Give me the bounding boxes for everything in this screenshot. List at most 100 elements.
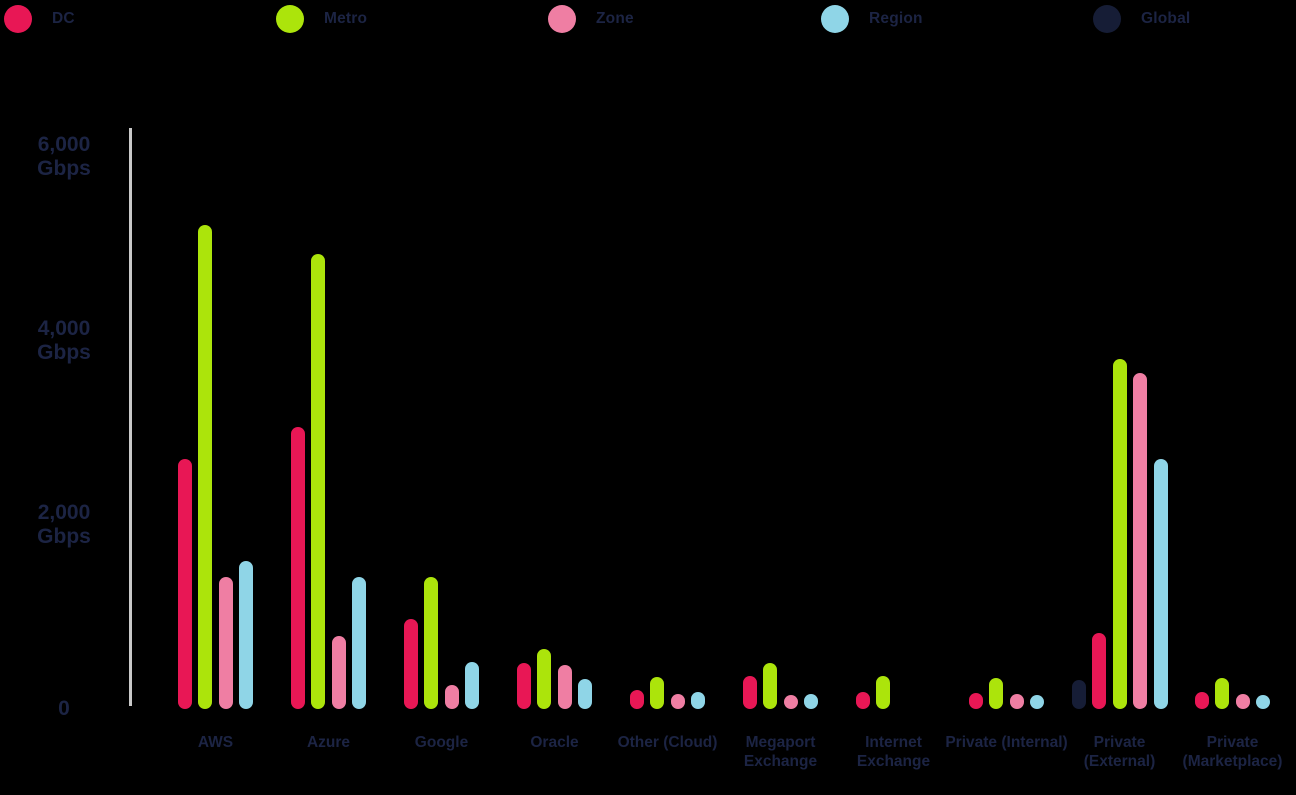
- bar-azure-region[interactable]: [352, 577, 367, 709]
- x-axis-label-internet-exchange: Internet Exchange: [857, 733, 930, 771]
- bar-group-bars: [385, 577, 498, 709]
- x-axis-label-aws: AWS: [198, 733, 233, 752]
- legend-dot-zone: [548, 5, 576, 33]
- bar-group-bars: [159, 225, 272, 709]
- bar-private-internal-metro[interactable]: [989, 678, 1004, 709]
- bar-oracle-metro[interactable]: [537, 649, 552, 709]
- legend-dot-dc: [4, 5, 32, 33]
- bar-other-cloud-metro[interactable]: [650, 676, 665, 709]
- x-axis-label-line: Private: [1093, 734, 1146, 751]
- legend-label-dc: DC: [52, 10, 75, 27]
- bar-private-internal-dc[interactable]: [968, 692, 983, 709]
- bar-private-internal-zone[interactable]: [1009, 694, 1024, 709]
- bar-aws-zone[interactable]: [218, 576, 233, 709]
- legend-item-zone[interactable]: Zone: [548, 3, 634, 35]
- bar-google-region[interactable]: [465, 662, 480, 709]
- bar-megaport-exchange-dc[interactable]: [742, 675, 757, 709]
- bar-group-private-internal: Private (Internal): [945, 0, 1068, 795]
- bar-megaport-exchange-zone[interactable]: [783, 695, 798, 709]
- x-axis-label-line: Private: [1206, 734, 1259, 751]
- legend-dot-global: [1093, 5, 1121, 33]
- y-tick-line: 6,000: [37, 133, 91, 156]
- bar-group-google: Google: [385, 0, 498, 795]
- legend-item-region[interactable]: Region: [821, 3, 923, 35]
- x-axis-label-line: Megaport: [745, 734, 816, 751]
- bar-private-external-region[interactable]: [1153, 458, 1168, 709]
- x-axis-label-oracle: Oracle: [530, 733, 578, 752]
- bar-group-private-external: Private (External): [1063, 0, 1176, 795]
- legend-label-zone: Zone: [596, 10, 634, 27]
- legend-item-metro[interactable]: Metro: [276, 3, 367, 35]
- x-axis-label-private-marketplace: Private (Marketplace): [1183, 733, 1283, 771]
- bar-private-marketplace-metro[interactable]: [1215, 677, 1230, 709]
- legend-label-region: Region: [869, 10, 923, 27]
- bar-private-marketplace-zone[interactable]: [1235, 694, 1250, 709]
- y-tick-line: 0: [58, 697, 70, 720]
- y-tick-label-2000: 2,000 Gbps: [8, 501, 120, 549]
- y-tick-line: Gbps: [37, 525, 91, 548]
- bar-azure-metro[interactable]: [311, 253, 326, 709]
- bar-group-bars: [611, 676, 724, 709]
- bar-private-internal-region[interactable]: [1030, 695, 1045, 709]
- x-axis-label-private-internal: Private (Internal): [945, 733, 1067, 752]
- y-tick-line: 4,000: [37, 317, 91, 340]
- legend-dot-metro: [276, 5, 304, 33]
- bar-other-cloud-dc[interactable]: [629, 689, 644, 709]
- bar-google-dc[interactable]: [403, 618, 418, 709]
- legend-item-dc[interactable]: DC: [4, 3, 75, 35]
- bar-group-oracle: Oracle: [498, 0, 611, 795]
- bar-aws-dc[interactable]: [177, 458, 192, 709]
- legend-label-global: Global: [1141, 10, 1191, 27]
- x-axis-label-line: Exchange: [856, 753, 931, 770]
- x-axis-label-line: Private (Internal): [945, 734, 1068, 751]
- x-axis-label-line: AWS: [197, 734, 234, 751]
- x-axis-label-line: Other (Cloud): [617, 734, 718, 751]
- bar-group-bars: [837, 675, 950, 709]
- bar-google-zone[interactable]: [444, 685, 459, 709]
- bar-megaport-exchange-region[interactable]: [804, 694, 819, 709]
- x-axis-label-private-external: Private (External): [1084, 733, 1156, 771]
- bar-other-cloud-zone[interactable]: [670, 694, 685, 709]
- bar-group-bars: [950, 678, 1063, 709]
- x-axis-label-line: Azure: [306, 734, 351, 751]
- y-tick-line: Gbps: [37, 157, 91, 180]
- y-tick-label-6000: 6,000 Gbps: [8, 133, 120, 181]
- bar-private-external-zone[interactable]: [1133, 373, 1147, 709]
- bar-chart-plot-area: AWS Azure Google Oracle Other (Cloud) Megapor…: [159, 0, 1289, 795]
- x-axis-label-line: Oracle: [530, 734, 579, 751]
- bar-azure-dc[interactable]: [290, 426, 305, 709]
- bar-oracle-region[interactable]: [578, 678, 593, 709]
- y-tick-label-0: 0: [8, 697, 120, 721]
- y-tick-line: Gbps: [37, 341, 91, 364]
- bar-internet-exchange-dc[interactable]: [855, 692, 870, 709]
- bar-private-marketplace-dc[interactable]: [1194, 691, 1209, 709]
- bar-oracle-zone[interactable]: [557, 664, 572, 709]
- bar-private-external-dc[interactable]: [1092, 633, 1106, 709]
- bar-azure-zone[interactable]: [331, 636, 346, 709]
- bar-group-other-cloud: Other (Cloud): [611, 0, 724, 795]
- legend-dot-region: [821, 5, 849, 33]
- bar-private-marketplace-region[interactable]: [1256, 695, 1271, 709]
- y-tick-label-4000: 4,000 Gbps: [8, 317, 120, 365]
- x-axis-label-line: Exchange: [743, 753, 818, 770]
- x-axis-label-line: (External): [1083, 753, 1156, 770]
- bar-private-external-global[interactable]: [1071, 679, 1086, 709]
- legend-item-global[interactable]: Global: [1093, 3, 1190, 35]
- bar-google-metro[interactable]: [424, 577, 439, 709]
- bar-other-cloud-region[interactable]: [691, 692, 706, 709]
- bar-internet-exchange-metro[interactable]: [876, 675, 891, 709]
- bar-group-azure: Azure: [272, 0, 385, 795]
- x-axis-label-azure: Azure: [307, 733, 350, 752]
- bar-aws-region[interactable]: [239, 560, 254, 709]
- bar-aws-metro[interactable]: [198, 225, 213, 709]
- bar-group-bars: [272, 253, 385, 709]
- y-axis-line: [129, 128, 132, 706]
- bar-megaport-exchange-metro[interactable]: [763, 663, 778, 709]
- bar-group-bars: [498, 649, 611, 709]
- y-tick-line: 2,000: [37, 501, 91, 524]
- x-axis-label-google: Google: [415, 733, 468, 752]
- bar-oracle-dc[interactable]: [516, 663, 531, 709]
- bar-group-private-marketplace: Private (Marketplace): [1176, 0, 1289, 795]
- bar-group-bars: [724, 663, 837, 709]
- bar-private-external-metro[interactable]: [1112, 359, 1127, 709]
